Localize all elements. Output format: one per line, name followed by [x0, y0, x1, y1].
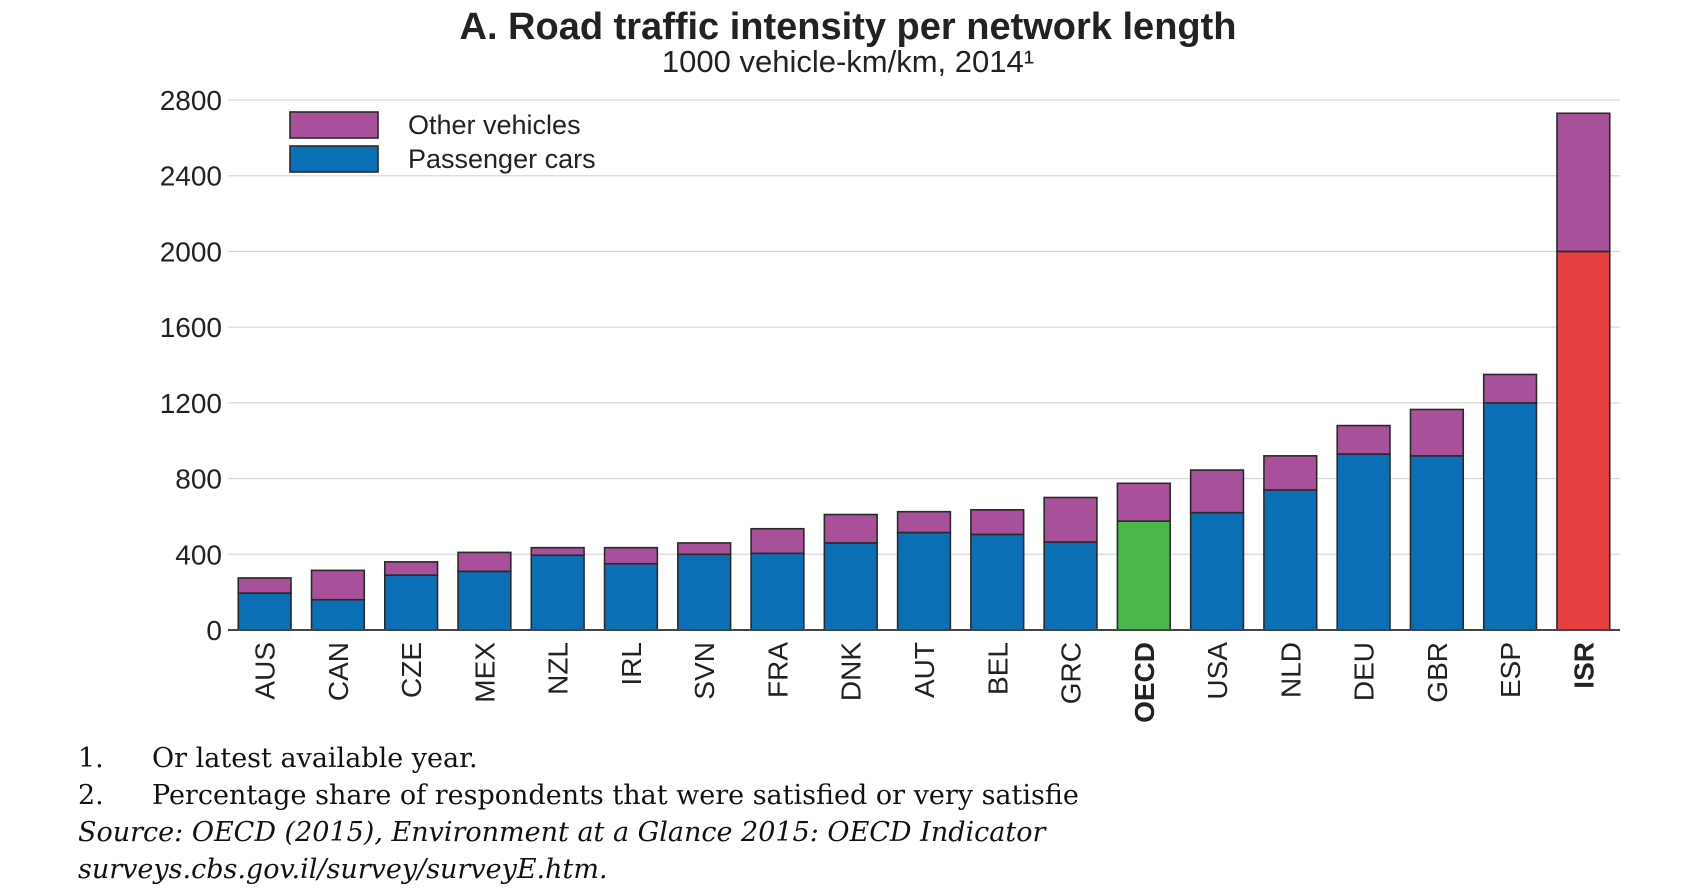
legend-label-other-vehicles: Other vehicles: [408, 110, 581, 140]
x-tick-label-nld: NLD: [1275, 642, 1306, 698]
bar-svn-passenger-cars: [677, 553, 732, 631]
bar-oecd-other-vehicles: [1116, 482, 1171, 522]
x-tick-label-bel: BEL: [982, 642, 1013, 695]
x-tick-label-dnk: DNK: [836, 642, 867, 701]
bar-mex-other-vehicles: [457, 551, 512, 573]
bar-isr-passenger-cars: [1556, 250, 1611, 631]
x-tick-label-usa: USA: [1202, 642, 1233, 700]
bar-irl-other-vehicles: [603, 546, 659, 565]
bar-mex-passenger-cars: [457, 570, 512, 631]
y-tick-label: 400: [175, 539, 222, 570]
bar-nzl-passenger-cars: [530, 554, 585, 631]
bar-nzl-other-vehicles: [530, 546, 585, 557]
x-tick-label-irl: IRL: [616, 642, 647, 686]
bar-can-passenger-cars: [310, 598, 366, 631]
bar-irl-passenger-cars: [603, 562, 659, 631]
bar-isr-other-vehicles: [1556, 112, 1611, 253]
source-line: Source: OECD (2015), Environment at a Gl…: [78, 814, 1696, 851]
bar-usa-other-vehicles: [1189, 469, 1245, 514]
bar-nld-other-vehicles: [1263, 455, 1318, 491]
footnote-1: 1. Or latest available year.: [78, 740, 1696, 777]
footnote-2-number: 2.: [78, 780, 104, 811]
bar-fra-other-vehicles: [750, 527, 805, 555]
bar-fra-passenger-cars: [750, 552, 805, 631]
y-tick-label: 1200: [160, 388, 222, 419]
bar-dnk-other-vehicles: [823, 513, 878, 544]
y-tick-label: 2800: [160, 85, 222, 116]
source-url: surveys.cbs.gov.il/survey/surveyE.htm.: [78, 854, 608, 885]
bar-can-other-vehicles: [310, 569, 366, 601]
bar-esp-other-vehicles: [1482, 373, 1538, 404]
x-tick-label-deu: DEU: [1349, 642, 1380, 701]
legend: Other vehicles Passenger cars: [289, 110, 596, 174]
x-tick-label-cze: CZE: [396, 642, 427, 698]
x-tick-label-oecd: OECD: [1129, 642, 1160, 723]
y-tick-label: 800: [175, 464, 222, 495]
bar-deu-passenger-cars: [1336, 453, 1391, 631]
y-tick-label: 2000: [160, 236, 222, 267]
x-tick-label-grc: GRC: [1056, 642, 1087, 704]
bar-svn-other-vehicles: [677, 542, 732, 556]
y-tick-label: 0: [206, 615, 222, 646]
footnote-2: 2. Percentage share of respondents that w…: [78, 777, 1696, 814]
bar-oecd-passenger-cars: [1116, 520, 1171, 631]
x-tick-label-isr: ISR: [1568, 642, 1599, 689]
bars: [237, 112, 1611, 631]
bar-cze-other-vehicles: [383, 561, 439, 576]
bar-grc-other-vehicles: [1043, 496, 1098, 543]
legend-swatch-passenger-cars: [289, 145, 379, 173]
source-prefix: Source: OECD (2015),: [78, 817, 392, 848]
footnote-1-number: 1.: [78, 743, 104, 774]
source-publication: Environment at a Glance 2015: OECD Indic…: [391, 817, 1046, 848]
x-tick-label-can: CAN: [323, 642, 354, 701]
axes: 0 400 800 1200 1600 2000 2400 2800 AUS CAN CZE MEX N…: [160, 85, 1620, 723]
x-tick-label-svn: SVN: [689, 642, 720, 700]
bar-usa-passenger-cars: [1189, 511, 1245, 631]
bar-cze-passenger-cars: [383, 574, 439, 631]
chart-title: A. Road traffic intensity per network le…: [459, 6, 1237, 48]
bar-grc-passenger-cars: [1043, 541, 1098, 631]
footnotes: 1. Or latest available year. 2. Percentage…: [78, 740, 1696, 888]
legend-swatch-other-vehicles: [289, 111, 379, 139]
bar-aut-other-vehicles: [896, 510, 952, 534]
x-tick-label-fra: FRA: [762, 642, 793, 698]
footnote-2-text: Percentage share of respondents that wer…: [152, 780, 1079, 811]
bar-dnk-passenger-cars: [823, 542, 878, 631]
bar-aut-passenger-cars: [896, 531, 952, 631]
bar-gbr-passenger-cars: [1409, 455, 1465, 631]
x-tick-label-esp: ESP: [1495, 642, 1526, 698]
bar-bel-other-vehicles: [970, 509, 1025, 536]
chart-subtitle: 1000 vehicle-km/km, 2014¹: [661, 44, 1035, 79]
bar-bel-passenger-cars: [970, 533, 1025, 631]
bar-aus-other-vehicles: [237, 577, 292, 594]
y-tick-label: 2400: [160, 161, 222, 192]
x-tick-label-gbr: GBR: [1422, 642, 1453, 703]
bar-esp-passenger-cars: [1482, 402, 1538, 631]
legend-label-passenger-cars: Passenger cars: [408, 144, 596, 174]
x-tick-label-nzl: NZL: [543, 642, 574, 695]
bar-deu-other-vehicles: [1336, 424, 1391, 455]
y-tick-label: 1600: [160, 312, 222, 343]
x-tick-label-aut: AUT: [909, 642, 940, 698]
bar-nld-passenger-cars: [1263, 489, 1318, 631]
bar-chart: 0 400 800 1200 1600 2000 2400 2800 AUS CAN CZE MEX N…: [160, 85, 1620, 723]
bar-gbr-other-vehicles: [1409, 408, 1465, 457]
x-tick-label-mex: MEX: [469, 642, 500, 703]
bar-aus-passenger-cars: [237, 592, 292, 631]
x-tick-label-aus: AUS: [250, 642, 281, 700]
footnote-1-text: Or latest available year.: [152, 743, 478, 774]
